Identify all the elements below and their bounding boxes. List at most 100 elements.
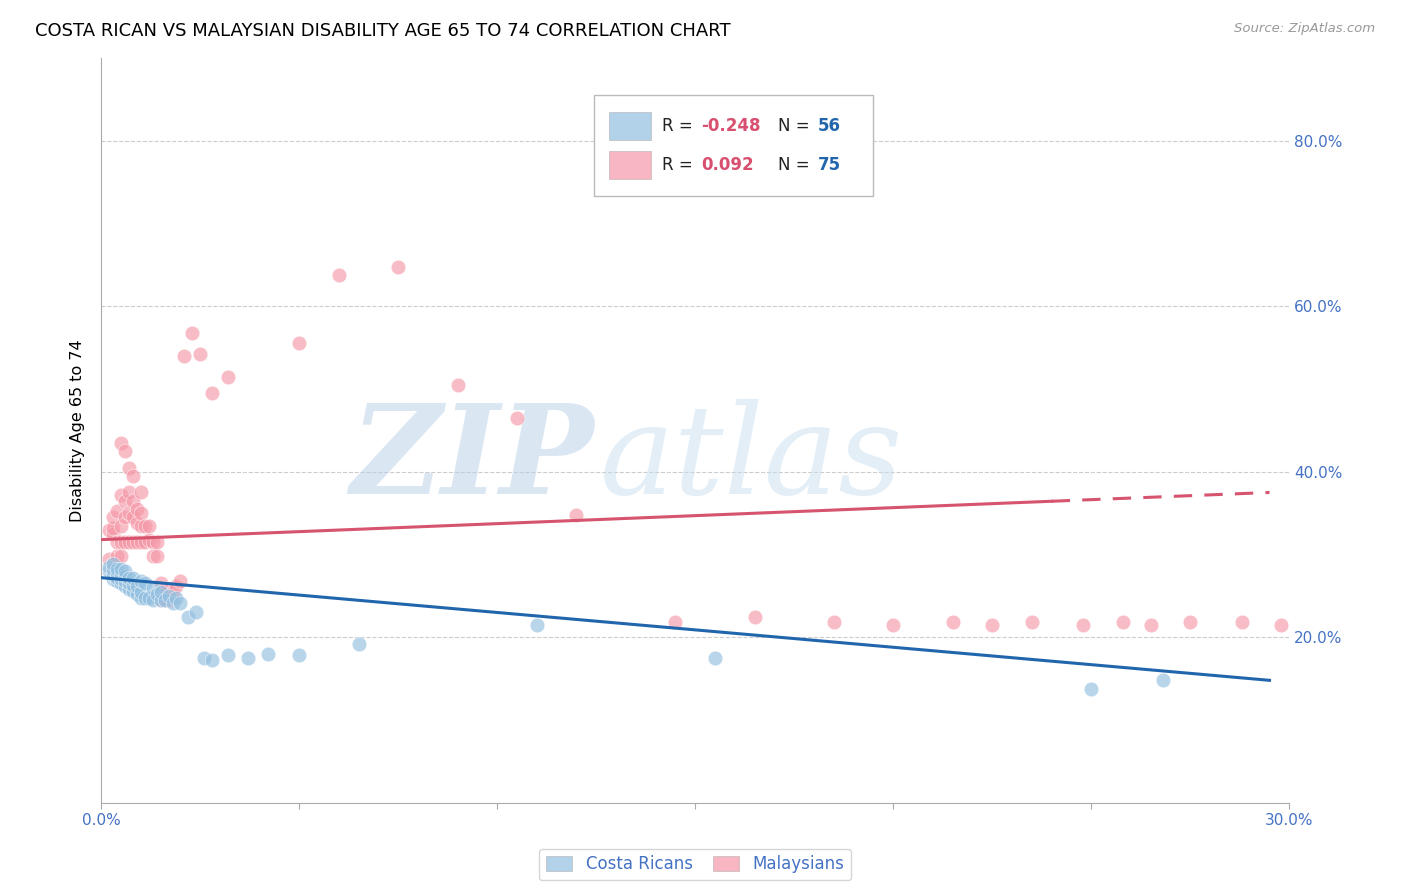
Point — [145, 535, 167, 549]
FancyBboxPatch shape — [595, 95, 873, 195]
Point — [98, 551, 121, 566]
Point — [169, 595, 191, 609]
Point — [149, 593, 172, 607]
Legend: Costa Ricans, Malaysians: Costa Ricans, Malaysians — [538, 849, 852, 880]
Point — [138, 533, 160, 547]
Point — [98, 560, 121, 574]
Point — [347, 637, 370, 651]
Point — [105, 549, 128, 564]
Point — [134, 591, 156, 605]
Point — [110, 518, 132, 533]
Point — [162, 584, 184, 599]
Point — [823, 615, 845, 630]
Point — [201, 653, 224, 667]
Point — [105, 561, 128, 575]
Point — [122, 571, 145, 585]
Point — [118, 571, 141, 585]
Point — [1112, 615, 1135, 630]
Point — [118, 506, 141, 520]
Point — [145, 549, 167, 564]
Point — [526, 618, 548, 632]
Point — [110, 568, 132, 582]
Point — [105, 571, 128, 585]
Point — [129, 584, 152, 599]
Point — [101, 521, 124, 535]
Point — [129, 518, 152, 533]
Point — [101, 562, 124, 576]
Point — [181, 326, 204, 340]
Text: atlas: atlas — [600, 400, 904, 521]
Point — [114, 564, 136, 578]
Point — [105, 504, 128, 518]
Point — [166, 591, 188, 605]
Point — [129, 535, 152, 549]
Point — [105, 566, 128, 580]
Point — [1080, 681, 1102, 696]
Point — [186, 606, 208, 620]
FancyBboxPatch shape — [609, 151, 651, 179]
Point — [882, 618, 904, 632]
Text: COSTA RICAN VS MALAYSIAN DISABILITY AGE 65 TO 74 CORRELATION CHART: COSTA RICAN VS MALAYSIAN DISABILITY AGE … — [35, 22, 731, 40]
Point — [236, 651, 259, 665]
Point — [125, 502, 148, 516]
Point — [157, 593, 180, 607]
Point — [201, 386, 224, 401]
Text: R =: R = — [662, 117, 693, 135]
Text: 0.092: 0.092 — [702, 156, 754, 174]
Point — [101, 558, 124, 572]
Point — [134, 576, 156, 591]
Point — [138, 591, 160, 605]
Point — [105, 574, 128, 588]
Point — [1021, 615, 1043, 630]
Point — [134, 518, 156, 533]
Point — [166, 579, 188, 593]
Text: -0.248: -0.248 — [702, 117, 761, 135]
Point — [114, 444, 136, 458]
Point — [98, 523, 121, 537]
Point — [118, 576, 141, 591]
Point — [162, 595, 184, 609]
Point — [122, 535, 145, 549]
Point — [122, 583, 145, 598]
Text: Source: ZipAtlas.com: Source: ZipAtlas.com — [1234, 22, 1375, 36]
Point — [664, 615, 686, 630]
Point — [118, 535, 141, 549]
Point — [125, 579, 148, 593]
Point — [153, 593, 176, 607]
Point — [1310, 615, 1333, 630]
Point — [134, 535, 156, 549]
Point — [114, 574, 136, 588]
Point — [1350, 618, 1372, 632]
Point — [153, 593, 176, 607]
Point — [1270, 618, 1292, 632]
Point — [142, 593, 165, 607]
Point — [193, 651, 215, 665]
Point — [98, 564, 121, 578]
Point — [981, 618, 1004, 632]
Point — [114, 493, 136, 508]
Point — [101, 510, 124, 524]
Point — [122, 469, 145, 483]
Text: 56: 56 — [818, 117, 841, 135]
Point — [101, 566, 124, 580]
Point — [149, 576, 172, 591]
Point — [138, 518, 160, 533]
Point — [1230, 615, 1253, 630]
Point — [1152, 673, 1174, 688]
Point — [110, 573, 132, 587]
Point — [744, 609, 766, 624]
Point — [142, 549, 165, 564]
Point — [177, 609, 200, 624]
Point — [149, 584, 172, 599]
Point — [169, 574, 191, 588]
Point — [101, 526, 124, 541]
Point — [256, 647, 278, 661]
Point — [110, 535, 132, 549]
Point — [145, 587, 167, 601]
Point — [328, 268, 350, 282]
Point — [173, 349, 195, 363]
Point — [122, 510, 145, 524]
Point — [101, 568, 124, 582]
Point — [142, 535, 165, 549]
Point — [188, 347, 211, 361]
